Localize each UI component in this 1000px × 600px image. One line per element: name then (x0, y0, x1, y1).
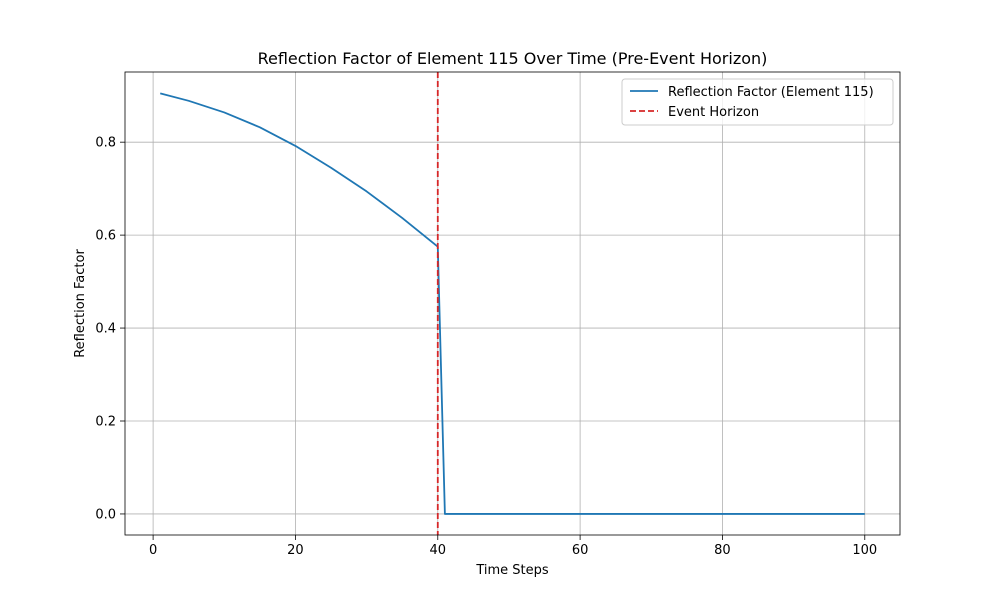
y-axis-label: Reflection Factor (73, 249, 88, 358)
y-tick-label: 0.6 (95, 229, 116, 244)
legend-label-reflection: Reflection Factor (Element 115) (668, 85, 874, 100)
legend-box (621, 78, 894, 126)
ticks-layer: 0 20 40 60 80 100 0.0 0.2 0.4 0.6 0.8 (95, 136, 877, 558)
y-tick-label: 0.8 (95, 136, 116, 151)
y-tick-label: 0.4 (95, 322, 116, 337)
y-tick-label: 0.2 (95, 415, 116, 430)
legend: Reflection Factor (Element 115) Event Ho… (621, 78, 894, 126)
plot-frame (124, 71, 901, 536)
x-tick-label: 0 (149, 543, 157, 558)
y-tick-label: 0.0 (95, 507, 116, 522)
x-tick-label: 60 (572, 543, 589, 558)
x-tick-label: 80 (714, 543, 731, 558)
chart-title: Reflection Factor of Element 115 Over Ti… (258, 49, 768, 68)
x-tick-label: 20 (287, 543, 304, 558)
x-tick-label: 40 (430, 543, 447, 558)
legend-label-event-horizon: Event Horizon (668, 105, 759, 120)
x-axis-label: Time Steps (475, 563, 549, 578)
series-layer (160, 72, 865, 535)
x-tick-label: 100 (852, 543, 877, 558)
